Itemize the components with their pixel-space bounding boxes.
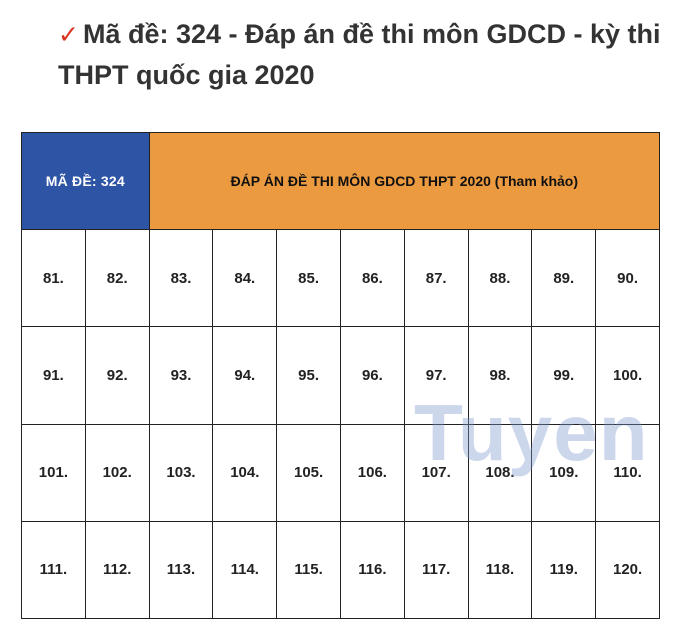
question-cell: 87. <box>403 229 469 328</box>
question-cell: 107. <box>403 423 469 522</box>
page-heading: ✓ Mã đề: 324 - Đáp án đề thi môn GDCD - k… <box>58 14 668 95</box>
question-cell: 110. <box>595 423 660 522</box>
question-cell: 109. <box>531 423 597 522</box>
answer-table: MÃ ĐỀ: 324 ĐÁP ÁN ĐỀ THI MÔN GDCD THPT 2… <box>21 131 661 620</box>
question-cell: 108. <box>467 423 533 522</box>
question-cell: 88. <box>467 229 533 328</box>
question-cell: 104. <box>212 423 278 522</box>
table-row: 111. 112. 113. 114. 115. 116. 117. 118. … <box>21 520 660 620</box>
question-cell: 115. <box>276 520 341 620</box>
question-cell: 97. <box>403 326 469 425</box>
checkmark-icon: ✓ <box>58 21 79 49</box>
question-cell: 117. <box>403 520 469 620</box>
table-row: 91. 92. 93. 94. 95. 96. 97. 98. 99. 100. <box>21 326 660 425</box>
question-cell: 111. <box>21 520 86 620</box>
question-cell: 102. <box>84 423 150 522</box>
question-cell: 81. <box>21 229 86 328</box>
question-cell: 89. <box>531 229 597 328</box>
question-cell: 95. <box>276 326 341 425</box>
question-cell: 96. <box>339 326 405 425</box>
question-cell: 119. <box>531 520 597 620</box>
question-cell: 99. <box>531 326 597 425</box>
question-cell: 83. <box>148 229 214 328</box>
question-cell: 98. <box>467 326 533 425</box>
question-cell: 105. <box>276 423 341 522</box>
heading-text: Mã đề: 324 - Đáp án đề thi môn GDCD - kỳ… <box>58 19 661 90</box>
table-header-row: MÃ ĐỀ: 324 ĐÁP ÁN ĐỀ THI MÔN GDCD THPT 2… <box>21 131 661 231</box>
question-cell: 106. <box>339 423 405 522</box>
exam-code-cell: MÃ ĐỀ: 324 <box>21 131 150 231</box>
question-cell: 120. <box>595 520 660 620</box>
question-cell: 103. <box>148 423 214 522</box>
question-cell: 100. <box>595 326 660 425</box>
question-cell: 92. <box>84 326 150 425</box>
table-title-cell: ĐÁP ÁN ĐỀ THI MÔN GDCD THPT 2020 (Tham k… <box>148 131 661 231</box>
question-cell: 91. <box>21 326 86 425</box>
question-cell: 85. <box>276 229 341 328</box>
question-cell: 90. <box>595 229 660 328</box>
question-cell: 113. <box>148 520 214 620</box>
question-cell: 86. <box>339 229 405 328</box>
question-cell: 101. <box>21 423 86 522</box>
table-row: 81. 82. 83. 84. 85. 86. 87. 88. 89. 90. <box>21 229 660 328</box>
question-cell: 82. <box>84 229 150 328</box>
question-cell: 112. <box>84 520 150 620</box>
question-cell: 94. <box>212 326 278 425</box>
question-cell: 118. <box>467 520 533 620</box>
question-cell: 114. <box>212 520 278 620</box>
question-cell: 116. <box>339 520 405 620</box>
question-cell: 84. <box>212 229 278 328</box>
table-row: 101. 102. 103. 104. 105. 106. 107. 108. … <box>21 423 660 522</box>
question-cell: 93. <box>148 326 214 425</box>
